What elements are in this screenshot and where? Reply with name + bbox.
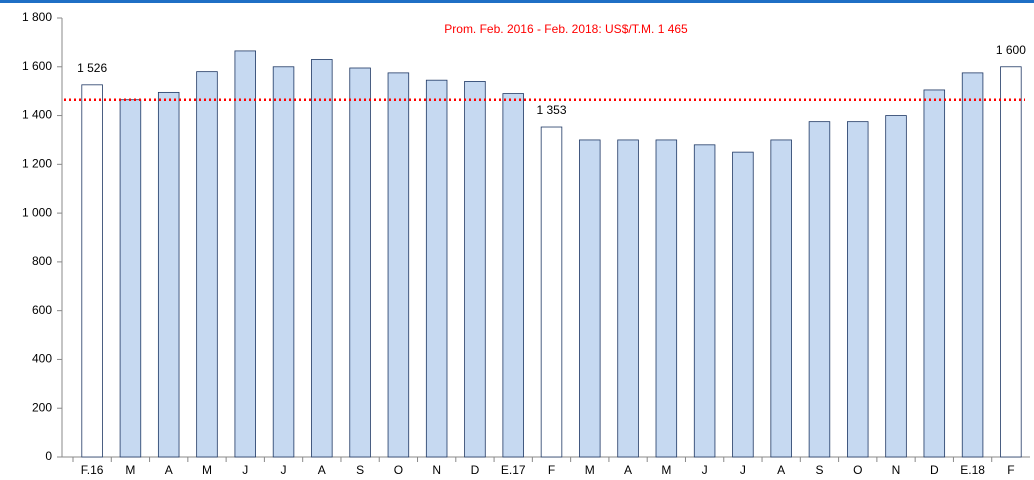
y-tick-label: 400 [32, 352, 52, 366]
bar [234, 50, 256, 458]
x-tick-label: A [777, 463, 785, 477]
x-tick-label: J [702, 463, 708, 477]
bar [196, 71, 218, 458]
y-tick-label: 1 200 [22, 157, 52, 171]
bar [540, 126, 563, 458]
x-tick-label: N [432, 463, 441, 477]
top-border [0, 0, 1034, 3]
bar [1000, 66, 1022, 458]
x-tick-label: O [394, 463, 403, 477]
value-label: 1 353 [536, 103, 566, 117]
x-tick-label: D [471, 463, 480, 477]
y-tick-label: 1 600 [22, 59, 52, 73]
reference-annotation: Prom. Feb. 2016 - Feb. 2018: US$/T.M. 1 … [444, 22, 688, 36]
y-tick-label: 600 [32, 303, 52, 317]
bar [387, 72, 410, 458]
y-tick-label: 200 [32, 400, 52, 414]
x-tick-label: S [815, 463, 823, 477]
x-tick-label: M [125, 463, 135, 477]
bar [502, 93, 524, 458]
bar [349, 67, 371, 458]
bar [923, 89, 946, 458]
x-tick-label: M [661, 463, 671, 477]
x-tick-label: J [740, 463, 746, 477]
x-tick-label: S [356, 463, 364, 477]
x-tick-label: F.16 [81, 463, 104, 477]
y-tick-label: 800 [32, 254, 52, 268]
x-tick-label: O [853, 463, 862, 477]
x-tick-label: M [202, 463, 212, 477]
bar [655, 139, 678, 458]
bar [425, 79, 448, 458]
bar [693, 144, 716, 458]
x-tick-label: J [242, 463, 248, 477]
y-tick-label: 0 [45, 449, 52, 463]
value-label: 1 600 [996, 43, 1026, 57]
x-tick-label: A [165, 463, 173, 477]
bar [579, 139, 601, 458]
x-tick-label: N [892, 463, 901, 477]
x-tick-label: E.18 [960, 463, 985, 477]
y-tick-label: 1 800 [22, 10, 52, 24]
x-tick-label: E.17 [501, 463, 526, 477]
bar [961, 72, 984, 458]
bar [157, 91, 180, 458]
bar [311, 59, 333, 458]
x-tick-label: M [585, 463, 595, 477]
bar [770, 139, 792, 458]
bar [272, 66, 295, 458]
y-tick-label: 1 000 [22, 205, 52, 219]
bar [885, 115, 907, 458]
value-label: 1 526 [77, 61, 107, 75]
x-tick-label: F [548, 463, 555, 477]
bar [808, 121, 831, 458]
x-tick-label: A [318, 463, 326, 477]
y-tick-label: 1 400 [22, 108, 52, 122]
x-tick-label: F [1007, 463, 1014, 477]
bar [464, 81, 486, 458]
bar [119, 99, 142, 458]
x-tick-label: D [930, 463, 939, 477]
bar [732, 151, 754, 458]
x-tick-label: A [624, 463, 632, 477]
bar [617, 139, 639, 458]
x-tick-label: J [281, 463, 287, 477]
bar [81, 84, 103, 458]
bar [847, 121, 869, 458]
